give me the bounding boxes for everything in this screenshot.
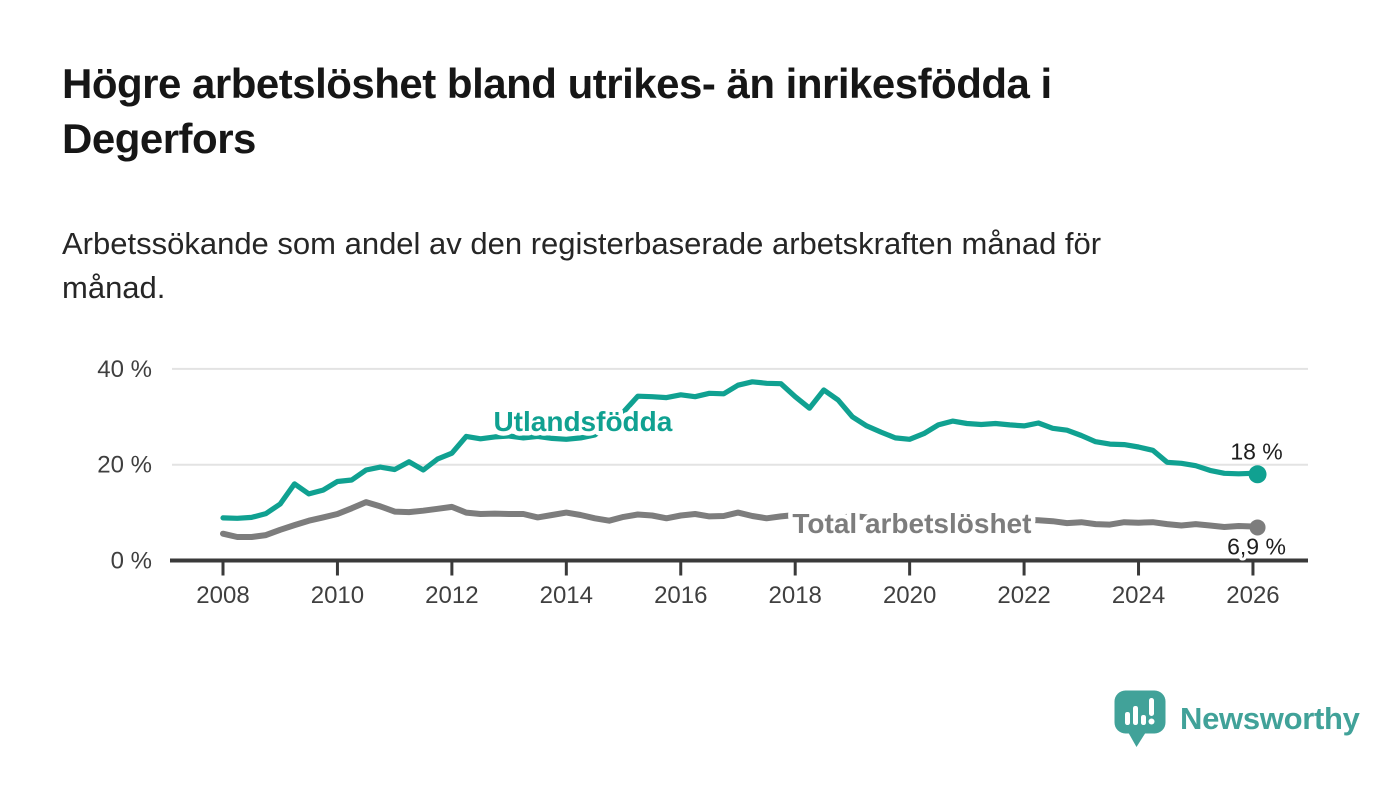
series-end-dot-utlandsfodda xyxy=(1248,465,1267,484)
x-axis-tick-label: 2008 xyxy=(196,582,249,609)
end-value-label-utlandsfodda: 18 % xyxy=(1230,438,1282,464)
newsworthy-wordmark: Newsworthy xyxy=(1180,701,1360,736)
x-axis-tick-label: 2012 xyxy=(425,582,478,609)
page-title-line-1: Högre arbetslöshet bland utrikes- än inr… xyxy=(62,60,1052,107)
x-axis-tick-label: 2022 xyxy=(997,582,1050,609)
series-label-total-arbetsloshet: Total arbetslöshet xyxy=(792,508,1031,539)
x-axis-tick-label: 2014 xyxy=(540,582,593,609)
chart-subtitle: Arbetssökande som andel av den registerb… xyxy=(62,222,1101,310)
page-title: Högre arbetslöshet bland utrikes- än inr… xyxy=(62,56,1052,166)
chart-subtitle-line-1: Arbetssökande som andel av den registerb… xyxy=(62,226,1102,261)
x-axis-tick-label: 2024 xyxy=(1112,582,1165,609)
series-label-utlandsfodda: Utlandsfödda xyxy=(493,406,672,437)
x-axis-tick-label: 2026 xyxy=(1226,582,1279,609)
y-axis-tick-label: 40 % xyxy=(97,356,152,383)
series-line-total-arbetsloshet xyxy=(220,499,1261,540)
x-axis-tick-label: 2018 xyxy=(769,582,822,609)
x-axis-tick-label: 2010 xyxy=(311,582,364,609)
chart-subtitle-line-2: månad. xyxy=(62,270,166,305)
series-end-dot-total-arbetsloshet xyxy=(1249,519,1266,536)
page-title-line-2: Degerfors xyxy=(62,115,256,162)
newsworthy-logo: Newsworthy xyxy=(1114,690,1360,748)
x-axis-tick-label: 2020 xyxy=(883,582,936,609)
y-axis-tick-label: 20 % xyxy=(97,452,152,479)
end-value-label-total-arbetsloshet: 6,9 % xyxy=(1227,533,1286,559)
x-axis-tick-label: 2016 xyxy=(654,582,707,609)
series-line-utlandsfodda xyxy=(220,379,1261,521)
speech-bubble-bar-chart-icon xyxy=(1114,690,1166,747)
y-axis-tick-label: 0 % xyxy=(111,548,152,575)
